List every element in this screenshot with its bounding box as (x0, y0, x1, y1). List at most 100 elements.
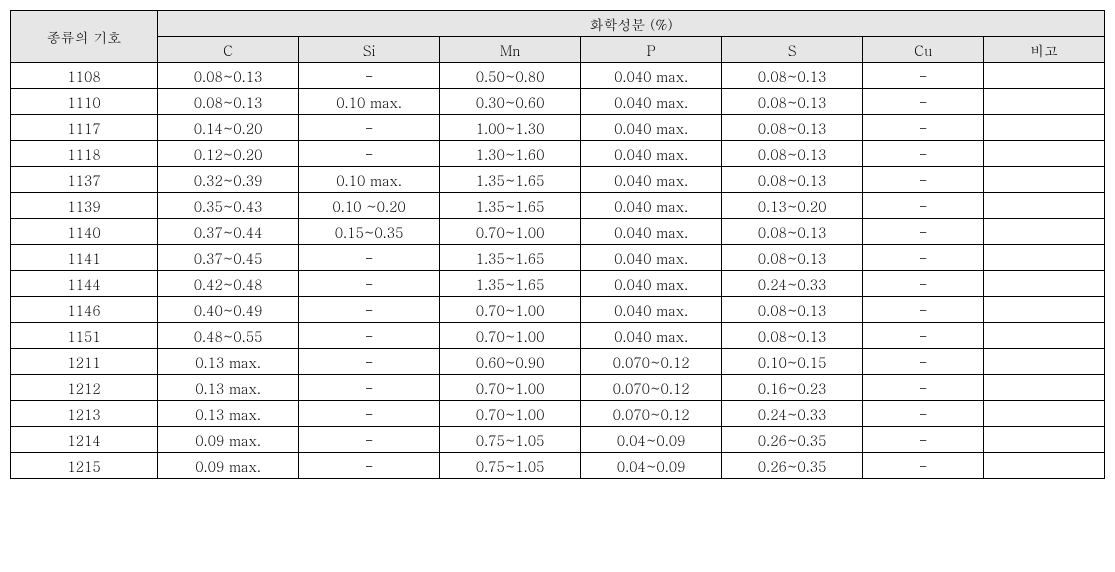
chemical-composition-table: 종류의 기호 화학성분 (%) C Si Mn P S Cu 비고 11080.… (10, 10, 1105, 479)
cell-s: 0.08~0.13 (722, 115, 863, 141)
cell-mn: 0.75~1.05 (440, 453, 581, 479)
cell-note (984, 115, 1105, 141)
table-row: 11440.42~0.48-1.35~1.650.040 max.0.24~0.… (11, 271, 1105, 297)
cell-note (984, 63, 1105, 89)
table-row: 11390.35~0.430.10 ~0.201.35~1.650.040 ma… (11, 193, 1105, 219)
cell-mn: 1.30~1.60 (440, 141, 581, 167)
cell-p: 0.070~0.12 (581, 401, 722, 427)
cell-p: 0.040 max. (581, 271, 722, 297)
cell-c: 0.48~0.55 (158, 323, 299, 349)
cell-p: 0.04~0.09 (581, 453, 722, 479)
table-row: 11100.08~0.130.10 max.0.30~0.600.040 max… (11, 89, 1105, 115)
col-header-c: C (158, 37, 299, 63)
cell-code: 1211 (11, 349, 158, 375)
cell-cu: - (863, 349, 984, 375)
cell-code: 1214 (11, 427, 158, 453)
cell-p: 0.040 max. (581, 219, 722, 245)
cell-si: - (299, 271, 440, 297)
table-row: 12120.13 max.-0.70~1.000.070~0.120.16~0.… (11, 375, 1105, 401)
cell-p: 0.040 max. (581, 323, 722, 349)
cell-code: 1108 (11, 63, 158, 89)
cell-c: 0.08~0.13 (158, 89, 299, 115)
cell-p: 0.040 max. (581, 245, 722, 271)
cell-cu: - (863, 63, 984, 89)
cell-note (984, 219, 1105, 245)
cell-s: 0.24~0.33 (722, 271, 863, 297)
cell-cu: - (863, 271, 984, 297)
table-row: 12130.13 max.-0.70~1.000.070~0.120.24~0.… (11, 401, 1105, 427)
cell-s: 0.08~0.13 (722, 141, 863, 167)
col-header-note: 비고 (984, 37, 1105, 63)
table-row: 11400.37~0.440.15~0.350.70~1.000.040 max… (11, 219, 1105, 245)
cell-si: 0.10 max. (299, 167, 440, 193)
cell-mn: 0.75~1.05 (440, 427, 581, 453)
cell-s: 0.08~0.13 (722, 323, 863, 349)
cell-p: 0.040 max. (581, 167, 722, 193)
cell-p: 0.040 max. (581, 89, 722, 115)
cell-s: 0.08~0.13 (722, 89, 863, 115)
cell-c: 0.35~0.43 (158, 193, 299, 219)
table-row: 11370.32~0.390.10 max.1.35~1.650.040 max… (11, 167, 1105, 193)
cell-cu: - (863, 297, 984, 323)
table-row: 11080.08~0.13-0.50~0.800.040 max.0.08~0.… (11, 63, 1105, 89)
table-row: 11170.14~0.20-1.00~1.300.040 max.0.08~0.… (11, 115, 1105, 141)
cell-note (984, 193, 1105, 219)
table-row: 12140.09 max.-0.75~1.050.04~0.090.26~0.3… (11, 427, 1105, 453)
cell-mn: 1.35~1.65 (440, 193, 581, 219)
table-row: 11510.48~0.55-0.70~1.000.040 max.0.08~0.… (11, 323, 1105, 349)
col-header-group: 화학성분 (%) (158, 11, 1105, 37)
cell-note (984, 323, 1105, 349)
cell-code: 1151 (11, 323, 158, 349)
cell-si: 0.10 ~0.20 (299, 193, 440, 219)
cell-note (984, 141, 1105, 167)
cell-p: 0.070~0.12 (581, 349, 722, 375)
cell-p: 0.04~0.09 (581, 427, 722, 453)
col-header-si: Si (299, 37, 440, 63)
cell-cu: - (863, 167, 984, 193)
cell-c: 0.32~0.39 (158, 167, 299, 193)
cell-code: 1118 (11, 141, 158, 167)
cell-p: 0.040 max. (581, 115, 722, 141)
cell-si: 0.15~0.35 (299, 219, 440, 245)
table-row: 11180.12~0.20-1.30~1.600.040 max.0.08~0.… (11, 141, 1105, 167)
cell-c: 0.13 max. (158, 349, 299, 375)
cell-si: 0.10 max. (299, 89, 440, 115)
cell-mn: 0.30~0.60 (440, 89, 581, 115)
cell-code: 1141 (11, 245, 158, 271)
cell-code: 1212 (11, 375, 158, 401)
cell-c: 0.12~0.20 (158, 141, 299, 167)
cell-note (984, 349, 1105, 375)
cell-c: 0.13 max. (158, 401, 299, 427)
cell-code: 1137 (11, 167, 158, 193)
col-header-mn: Mn (440, 37, 581, 63)
cell-s: 0.13~0.20 (722, 193, 863, 219)
table-row: 12110.13 max.-0.60~0.900.070~0.120.10~0.… (11, 349, 1105, 375)
cell-mn: 0.70~1.00 (440, 375, 581, 401)
cell-mn: 0.50~0.80 (440, 63, 581, 89)
cell-c: 0.09 max. (158, 453, 299, 479)
cell-c: 0.09 max. (158, 427, 299, 453)
cell-mn: 1.35~1.65 (440, 167, 581, 193)
cell-s: 0.24~0.33 (722, 401, 863, 427)
table-header-row-1: 종류의 기호 화학성분 (%) (11, 11, 1105, 37)
cell-c: 0.40~0.49 (158, 297, 299, 323)
cell-cu: - (863, 427, 984, 453)
table-row: 12150.09 max.-0.75~1.050.04~0.090.26~0.3… (11, 453, 1105, 479)
cell-mn: 0.70~1.00 (440, 323, 581, 349)
cell-s: 0.08~0.13 (722, 297, 863, 323)
col-header-code: 종류의 기호 (11, 11, 158, 63)
table-body: 11080.08~0.13-0.50~0.800.040 max.0.08~0.… (11, 63, 1105, 479)
cell-si: - (299, 349, 440, 375)
cell-cu: - (863, 401, 984, 427)
cell-p: 0.040 max. (581, 193, 722, 219)
cell-si: - (299, 323, 440, 349)
cell-s: 0.08~0.13 (722, 63, 863, 89)
cell-s: 0.08~0.13 (722, 219, 863, 245)
col-header-cu: Cu (863, 37, 984, 63)
cell-code: 1144 (11, 271, 158, 297)
cell-note (984, 453, 1105, 479)
cell-code: 1140 (11, 219, 158, 245)
cell-note (984, 401, 1105, 427)
cell-note (984, 375, 1105, 401)
cell-si: - (299, 375, 440, 401)
